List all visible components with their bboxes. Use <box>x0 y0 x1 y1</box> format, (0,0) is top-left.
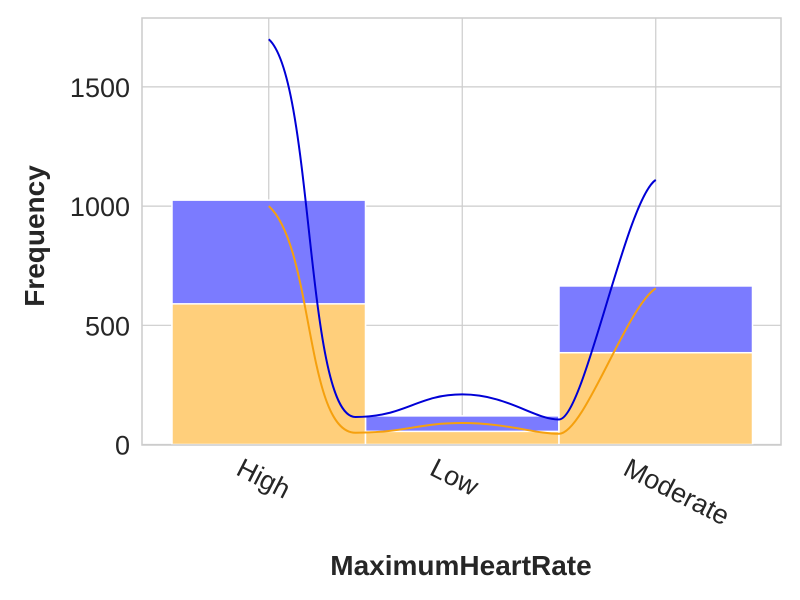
x-tick-label-low: Low <box>426 453 484 502</box>
bar-series-2-high <box>171 303 367 446</box>
x-tick-labels: High Low Moderate <box>232 453 734 532</box>
kde-line-series-1 <box>268 38 657 421</box>
bar-series-2-low <box>364 430 560 446</box>
kde-line-series-2 <box>268 205 657 435</box>
y-tick-label: 1000 <box>70 192 130 222</box>
plot-frame <box>141 17 782 446</box>
y-tick-label: 500 <box>85 311 130 341</box>
x-tick-label-high: High <box>232 453 295 505</box>
y-tick-labels: 0 500 1000 1500 <box>70 73 130 461</box>
y-tick-label: 0 <box>115 431 130 461</box>
x-tick-label-moderate: Moderate <box>619 453 734 532</box>
y-axis-title: Frequency <box>19 165 50 307</box>
x-axis-title: MaximumHeartRate <box>330 550 591 581</box>
kde-lines <box>268 38 657 435</box>
y-tick-label: 1500 <box>70 73 130 103</box>
bar-series-2-moderate <box>558 351 754 446</box>
